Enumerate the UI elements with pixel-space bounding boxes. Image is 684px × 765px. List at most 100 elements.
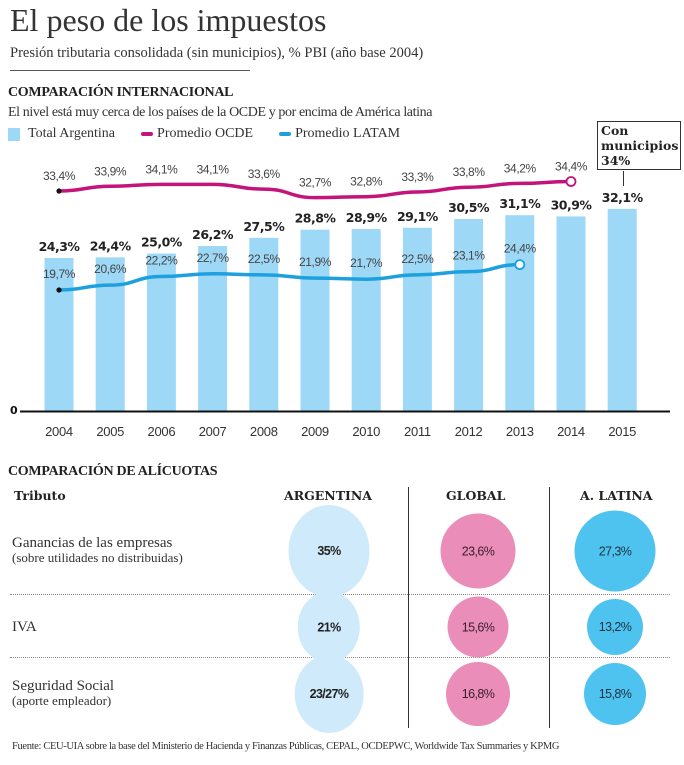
source-note: Fuente: CEU-UIA sobre la base del Minist… [12,741,560,752]
ocde-value-label: 33,8% [453,165,486,179]
ocde-value-label: 33,6% [248,167,281,181]
tax-name: Seguridad Social [12,678,115,694]
legend-swatch-bar-icon [8,127,20,141]
x-tick-label: 2011 [404,424,431,439]
x-tick-label: 2004 [45,424,73,439]
tax-subname: (aporte empleador) [12,693,112,708]
bar-2005 [95,257,125,411]
ocde-end-marker [565,176,577,187]
bar-value-label: 29,1% [397,209,439,224]
column-header-argentina: ARGENTINA [284,488,372,503]
latam-start-marker [56,287,62,293]
ocde-value-label: 34,2% [504,161,537,175]
latam-value-label: 22,7% [197,251,230,265]
ocde-value-label: 34,1% [197,162,230,176]
legend-item-latam: Promedio LATAM [279,126,400,142]
title-divider [10,70,250,71]
rate-bubble-latina: 27,3% [574,510,656,592]
ocde-value-label: 32,8% [350,175,383,189]
bar-2007 [198,246,228,411]
latam-value-label: 23,1% [453,249,486,263]
bar-2013 [505,215,535,411]
x-tick-label: 2014 [557,424,585,439]
latam-value-label: 19,7% [43,267,76,281]
ocde-value-label: 33,4% [43,169,76,183]
latam-end-marker [514,259,526,271]
latam-value-label: 20,6% [94,262,127,276]
bar-value-label: 26,2% [192,227,234,242]
page-title: El peso de los impuestos [10,2,327,38]
bar-2009 [300,229,330,411]
ocde-value-label: 32,7% [299,176,332,190]
latam-line [57,262,522,292]
x-tick-label: 2006 [148,424,176,439]
tax-pressure-chart: 24,3% 24,4% 25,0% 26,2% 27,5% 28,8% 28,9% 29,1%… [10,160,670,439]
ocde-value-label: 34,1% [145,162,178,176]
x-tick-label: 2010 [352,424,380,439]
bar-2004 [44,258,74,411]
bar-value-label: 32,1% [602,190,644,205]
callout-line: municipios [601,138,679,153]
legend-label: Promedio OCDE [157,126,254,141]
latam-value-label: 22,5% [401,252,434,266]
rate-bubble-argentina: 35% [288,505,370,597]
latam-value-label: 21,9% [299,255,332,269]
x-tick-label: 2005 [96,424,124,439]
x-tick-label: 2008 [250,424,278,439]
ocde-value-label: 33,9% [94,164,127,178]
bar-value-label: 24,4% [90,238,132,253]
section-heading-rates: COMPARACIÓN DE ALÍCUOTAS [8,464,218,479]
ocde-line [57,179,573,200]
tax-name: Ganancias de las empresas [12,535,173,551]
ocde-value-label: 34,4% [555,160,588,174]
rate-bubble-argentina: 23/27% [294,655,364,733]
rate-bubble-global: 15,6% [447,596,509,658]
bar-2012 [454,218,484,411]
rate-bubble-argentina: 21% [297,591,361,663]
column-header-global: GLOBAL [446,488,506,503]
tax-name: IVA [12,619,37,635]
column-divider [408,487,409,728]
bar-value-label: 27,5% [243,219,285,234]
legend-item-ocde: Promedio OCDE [141,126,253,142]
bar-value-label: 31,1% [499,196,541,211]
legend-item-total-argentina: Total Argentina [8,126,115,142]
latam-value-label: 22,5% [248,252,281,266]
rates-table-header: Tributo ARGENTINA GLOBAL A. LATINA [0,488,684,508]
bar-value-label: 30,5% [448,200,490,215]
row-label: IVA [12,619,37,635]
ocde-value-label: 33,3% [401,170,434,184]
column-divider [549,487,550,728]
row-label: Seguridad Social (aporte empleador) [12,678,114,708]
section-heading-international: COMPARACIÓN INTERNACIONAL [8,85,234,100]
latam-value-label: 22,2% [145,254,178,268]
x-tick-label: 2013 [506,424,534,439]
x-tick-label: 2015 [608,424,636,439]
chart-legend: Total Argentina Promedio OCDE Promedio L… [8,126,426,142]
bar-value-label: 25,0% [141,235,183,250]
legend-swatch-line-icon [279,132,292,136]
bar-value-label: 30,9% [551,197,593,212]
bar-2014 [556,216,586,411]
latam-value-label: 21,7% [350,256,383,270]
rate-bubble-latina: 15,8% [584,663,646,725]
ocde-start-marker [56,188,62,194]
x-tick-label: 2009 [301,424,329,439]
bar-2011 [402,227,432,411]
bar-value-label: 28,8% [295,211,337,226]
rate-bubble-latina: 13,2% [587,599,643,655]
column-header-tributo: Tributo [14,488,66,503]
section-description: El nivel está muy cerca de los países de… [8,105,433,120]
bar-2015 [607,208,637,411]
municipios-callout: Con municipios 34% [597,121,681,170]
bar-2008 [249,237,279,411]
callout-line: Con [601,123,629,138]
bar-value-label: 24,3% [39,239,81,254]
y-axis-zero-label: 0 [10,404,18,417]
legend-swatch-line-icon [141,132,154,136]
callout-connector [623,171,624,186]
tax-subname: (sobre utilidades no distribuidas) [12,550,183,565]
column-header-latina: A. LATINA [580,488,653,503]
bar-2006 [146,253,176,411]
x-tick-label: 2007 [199,424,227,439]
